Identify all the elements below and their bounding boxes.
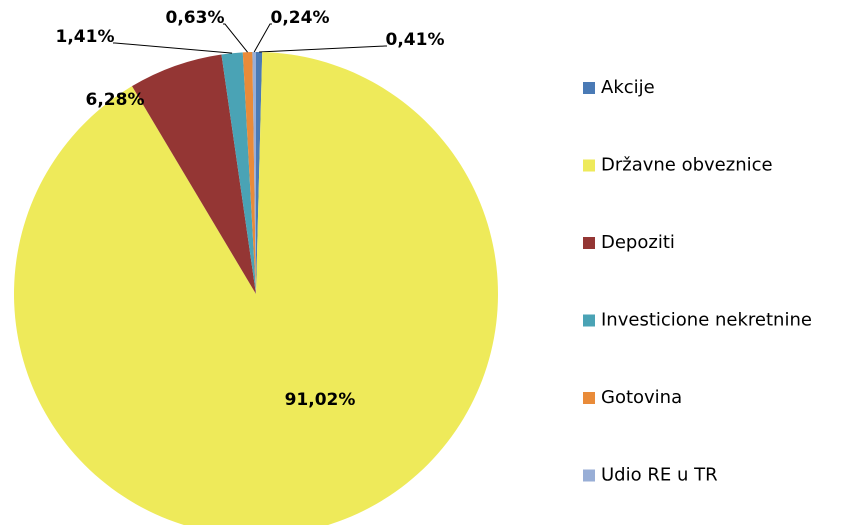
value-label: 0,24%: [271, 8, 330, 28]
leader-line: [223, 23, 248, 53]
slice: [252, 52, 256, 294]
slice: [14, 52, 498, 525]
legend-label: Državne obveznice: [601, 155, 773, 176]
slice: [256, 52, 263, 294]
legend-swatch: [583, 392, 595, 404]
leader-line: [113, 42, 233, 54]
slice: [132, 54, 256, 295]
leader-line: [259, 45, 387, 53]
value-label: 1,41%: [56, 27, 115, 47]
legend-swatch: [583, 237, 595, 249]
legend-label: Depoziti: [601, 232, 675, 253]
legend-swatch: [583, 82, 595, 94]
value-label: 91,02%: [285, 390, 356, 410]
legend-label: Akcije: [601, 77, 655, 98]
legend-label: Udio RE u TR: [601, 465, 718, 486]
legend-swatch: [583, 469, 595, 482]
slice: [221, 52, 256, 295]
leader-line: [253, 23, 272, 53]
legend-label: Investicione nekretnine: [601, 310, 812, 331]
value-label: 0,41%: [386, 30, 445, 50]
value-label: 6,28%: [86, 90, 145, 110]
value-label: 0,63%: [166, 8, 225, 28]
legend-swatch: [583, 314, 595, 327]
slice: [242, 52, 256, 294]
legend-swatch: [583, 159, 595, 172]
legend-label: Gotovina: [601, 387, 682, 408]
